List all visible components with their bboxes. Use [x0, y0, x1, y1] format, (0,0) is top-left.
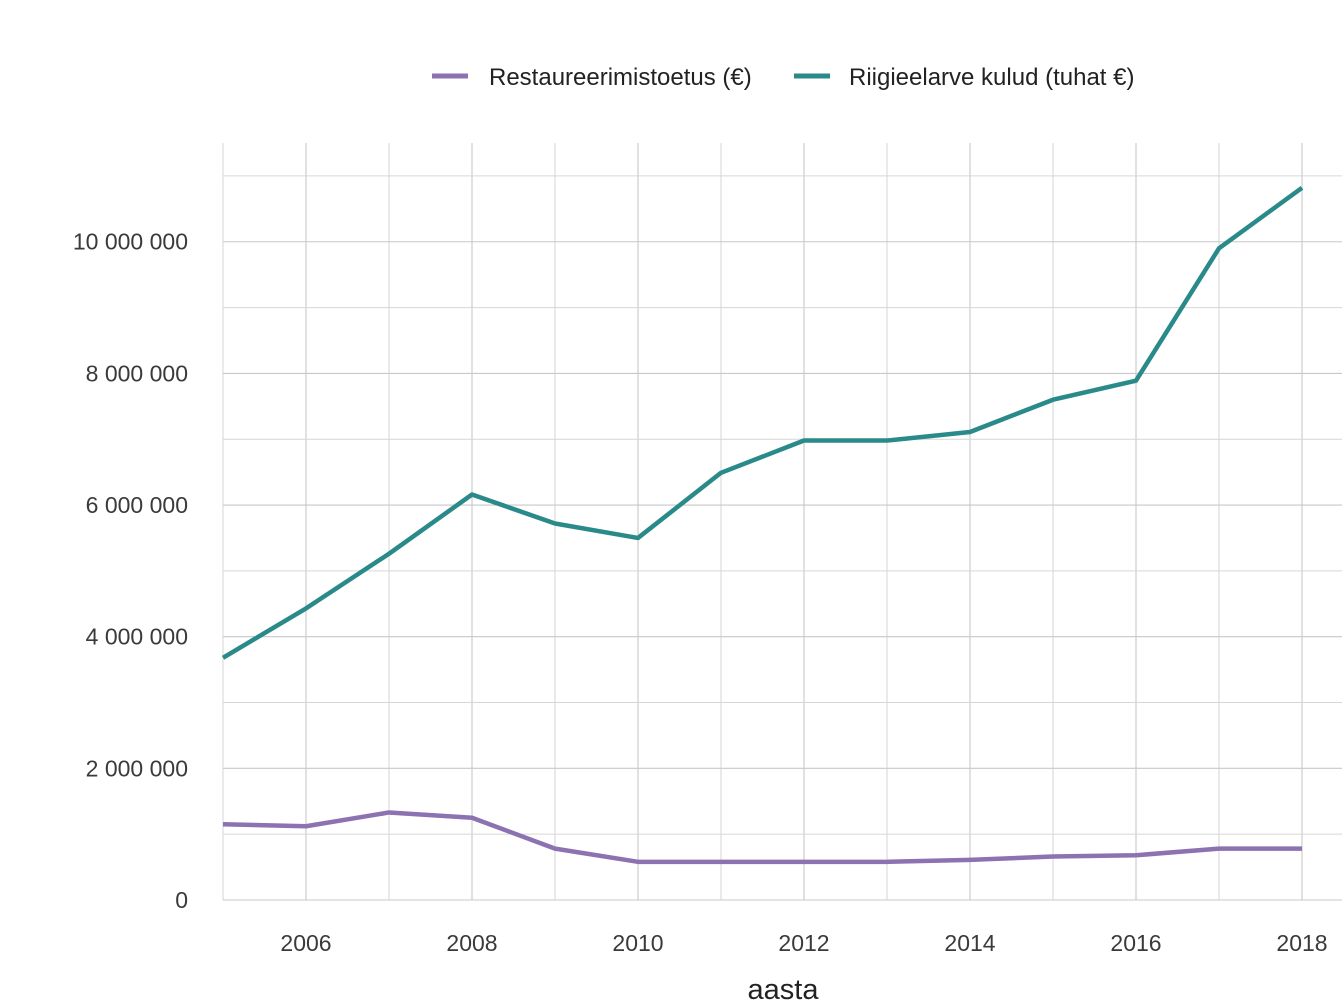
x-tick-label: 2012: [778, 930, 829, 956]
x-tick-label: 2008: [446, 930, 497, 956]
grid: [222, 143, 1342, 901]
series-lines: [221, 185, 1304, 865]
y-tick-label: 2 000 000: [86, 755, 188, 781]
x-tick-label: 2018: [1276, 930, 1327, 956]
series-line-1: [222, 810, 1302, 865]
y-tick-label: 4 000 000: [86, 624, 188, 650]
series-line-2: [221, 185, 1304, 660]
y-tick-label: 10 000 000: [73, 229, 188, 255]
legend-label: Restaureerimistoetus (€): [489, 64, 752, 91]
x-axis-title: aasta: [748, 974, 820, 1006]
x-tick-label: 2016: [1110, 930, 1161, 956]
x-tick-label: 2010: [612, 930, 663, 956]
y-tick-label: 8 000 000: [86, 360, 188, 386]
legend: Restaureerimistoetus (€) Riigieelarve kul…: [432, 64, 1134, 91]
y-tick-label: 0: [175, 887, 188, 913]
x-tick-label: 2014: [944, 930, 995, 956]
x-tick-label: 2006: [280, 930, 331, 956]
legend-label: Riigieelarve kulud (tuhat €): [849, 64, 1134, 91]
y-tick-label: 6 000 000: [86, 492, 188, 518]
axis-ticks: 0 2 000 000 4 000 000 6 000 000 8 000 000 10 …: [73, 229, 1328, 956]
